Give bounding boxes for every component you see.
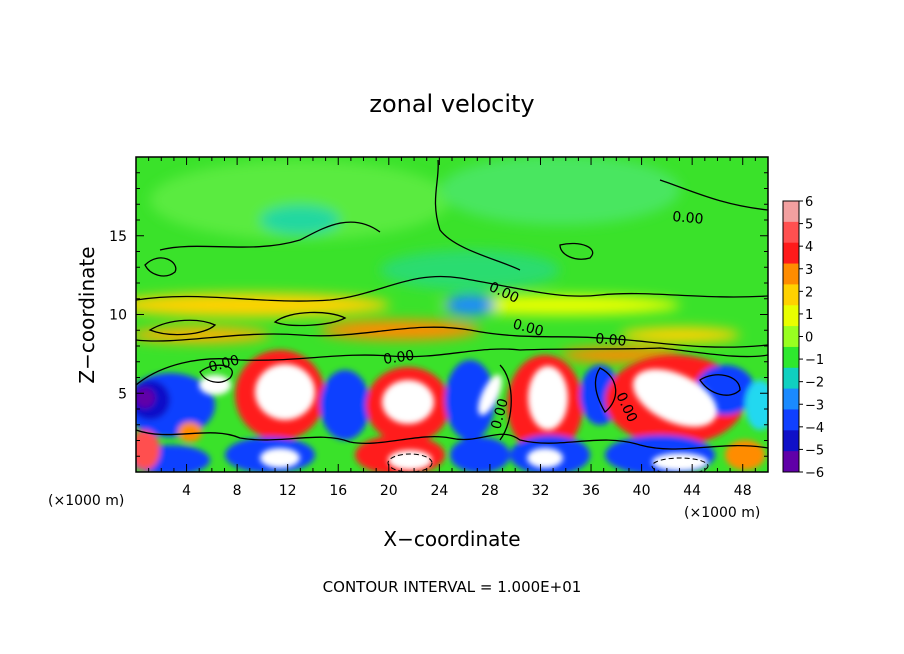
colorbar-segment [783, 367, 799, 390]
x-axis-ticks: 4 8 12 16 20 24 28 32 36 40 44 48 [148, 157, 756, 499]
colorbar-tick-label: −1 [805, 353, 824, 368]
colorbar-segment [783, 305, 799, 327]
x-tick-label: 36 [582, 483, 600, 499]
colorbar-tick-label: −4 [805, 421, 824, 436]
colorbar-segment [783, 326, 799, 348]
x-tick-label: 44 [683, 483, 701, 499]
y-tick-label: 15 [109, 229, 127, 245]
colorbar-tick-label: 2 [805, 285, 813, 300]
x-tick-label: 40 [633, 483, 651, 499]
colorbar-segment [783, 201, 799, 223]
y-axis-title: Z−coordinate [75, 246, 99, 383]
x-axis-title: X−coordinate [383, 527, 520, 551]
colorbar-tick-label: 3 [805, 263, 813, 278]
x-tick-label: 28 [481, 483, 499, 499]
contour-label: 0.00 [672, 209, 704, 228]
colorbar-tick-label: 4 [805, 240, 813, 255]
colorbar-tick-label: 6 [805, 195, 813, 210]
colorbar-tick-label: 0 [805, 331, 813, 346]
x-tick-label: 8 [233, 483, 242, 499]
y-tick-label: 10 [109, 308, 127, 324]
colorbar-segment [783, 451, 799, 473]
colorbar-tick-label: −3 [805, 398, 824, 413]
colorbar-segment [783, 388, 799, 410]
contour-label: 0.00 [382, 348, 415, 368]
colorbar-segment [783, 221, 799, 244]
x-tick-label: 4 [182, 483, 191, 499]
colorbar-tick-label: −2 [805, 376, 824, 391]
x-tick-label: 12 [279, 483, 297, 499]
y-axis-ticks: 5 10 15 [109, 172, 768, 457]
contour-interval-text: CONTOUR INTERVAL = 1.000E+01 [323, 578, 582, 596]
contour-label: 0.00 [511, 316, 545, 340]
colorbar-segment [783, 242, 799, 265]
chart-title: zonal velocity [369, 90, 534, 118]
colorbar-segment [783, 284, 799, 306]
colorbar-segment [783, 263, 799, 285]
colorbar-tick-label: 1 [805, 308, 813, 323]
x-unit-label-right: (×1000 m) [684, 505, 760, 521]
y-tick-label: 5 [118, 386, 127, 402]
colorbar-tick-label: 5 [805, 218, 813, 233]
colorbar-segment [783, 409, 799, 431]
colorbar-segment [783, 346, 799, 369]
x-tick-label: 48 [734, 483, 752, 499]
x-tick-label: 20 [380, 483, 398, 499]
x-tick-label: 24 [430, 483, 448, 499]
x-tick-label: 16 [329, 483, 347, 499]
contour-label: 0.00 [595, 331, 627, 350]
x-unit-label-left: (×1000 m) [48, 493, 124, 509]
contour-label: 0.00 [207, 352, 241, 376]
velocity-field [136, 157, 768, 472]
colorbar-tick-label: −6 [805, 466, 824, 481]
colorbar-segment [783, 430, 799, 452]
x-tick-label: 32 [532, 483, 550, 499]
contour-label: 0.00 [488, 397, 512, 431]
colorbar-tick-label: −5 [805, 443, 824, 458]
colorbar: 6 5 4 3 2 1 0 −1 −2 −3 −4 −5 −6 [782, 195, 824, 481]
